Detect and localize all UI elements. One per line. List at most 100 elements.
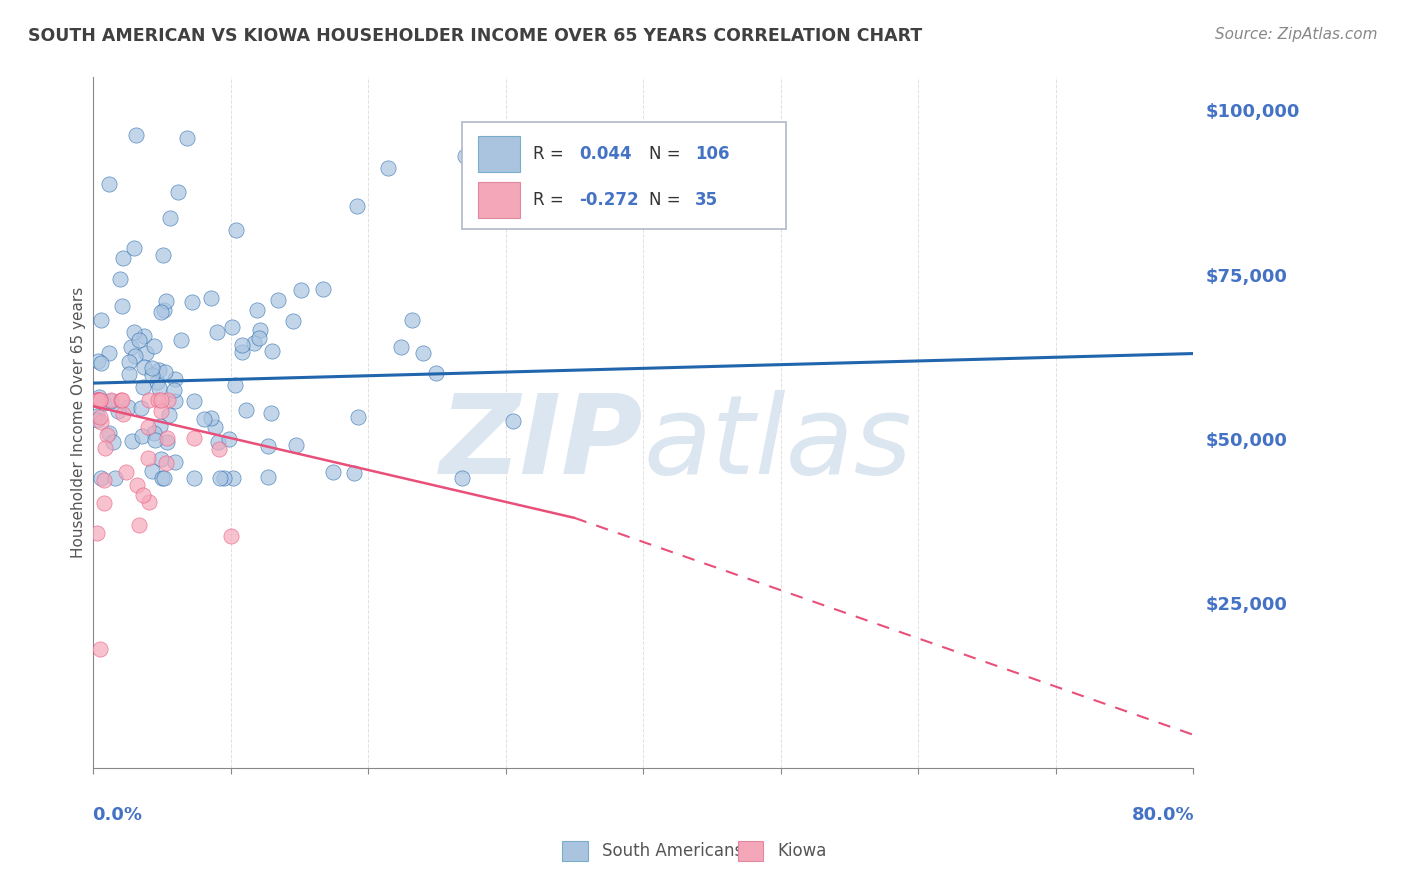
Point: [120, 340, 142, 354]
Point: [97, 177, 120, 191]
Point: [128, 517, 150, 532]
Point: [110, 392, 132, 407]
Point: [114, 465, 136, 479]
Text: Kiowa: Kiowa: [778, 842, 827, 860]
Point: [246, 302, 269, 317]
Point: [87, 392, 110, 407]
Point: [176, 131, 198, 145]
Point: [235, 403, 257, 417]
Point: [143, 338, 166, 352]
Point: [89, 392, 111, 407]
Point: [183, 431, 205, 445]
Point: [141, 360, 163, 375]
Point: [153, 365, 176, 379]
Point: [311, 282, 333, 296]
Point: [401, 312, 423, 326]
Point: [183, 471, 205, 485]
Point: [262, 344, 284, 359]
Bar: [461, 122, 786, 229]
Bar: [478, 136, 520, 172]
Point: [249, 323, 271, 337]
Point: [136, 419, 159, 434]
Point: [107, 403, 129, 417]
Point: [283, 314, 305, 328]
Point: [141, 368, 163, 383]
Y-axis label: Householder Income Over 65 years: Householder Income Over 65 years: [72, 287, 86, 558]
Point: [200, 410, 222, 425]
Point: [204, 419, 226, 434]
Point: [205, 325, 228, 339]
Point: [127, 477, 149, 491]
Text: 80.0%: 80.0%: [1132, 805, 1195, 823]
Point: [208, 442, 231, 456]
Point: [94, 442, 117, 456]
Point: [150, 471, 173, 485]
Text: atlas: atlas: [644, 390, 912, 497]
Point: [132, 359, 155, 374]
Point: [125, 128, 148, 143]
Point: [110, 392, 132, 407]
Point: [86, 392, 108, 407]
Point: [208, 471, 231, 485]
Point: [138, 392, 160, 407]
Point: [93, 473, 115, 487]
Point: [141, 465, 163, 479]
Text: R =: R =: [533, 145, 569, 163]
Point: [122, 325, 145, 339]
Point: [128, 333, 150, 347]
Point: [163, 372, 186, 386]
Point: [231, 345, 253, 359]
Point: [87, 354, 110, 368]
Point: [100, 392, 122, 407]
Point: [389, 340, 412, 354]
Point: [148, 363, 170, 377]
Point: [122, 240, 145, 254]
Point: [425, 366, 447, 380]
Point: [150, 392, 173, 407]
Point: [89, 392, 111, 407]
Point: [155, 456, 177, 470]
Point: [142, 425, 165, 440]
Point: [222, 471, 245, 485]
Point: [218, 432, 240, 446]
Point: [167, 185, 190, 199]
Text: R =: R =: [533, 191, 569, 210]
Point: [159, 211, 181, 225]
Point: [453, 149, 475, 163]
Point: [346, 199, 368, 213]
Point: [96, 428, 118, 442]
Point: [212, 471, 235, 485]
Point: [132, 380, 155, 394]
Point: [247, 331, 270, 345]
Point: [377, 161, 399, 175]
Point: [343, 466, 366, 480]
Point: [259, 406, 281, 420]
Point: [163, 394, 186, 409]
Point: [152, 303, 174, 318]
Text: SOUTH AMERICAN VS KIOWA HOUSEHOLDER INCOME OVER 65 YEARS CORRELATION CHART: SOUTH AMERICAN VS KIOWA HOUSEHOLDER INCO…: [28, 27, 922, 45]
Point: [90, 415, 112, 429]
Point: [143, 433, 166, 447]
Point: [451, 471, 474, 485]
Bar: [478, 182, 520, 219]
Point: [207, 435, 229, 450]
Point: [290, 283, 312, 297]
Point: [98, 425, 121, 440]
Point: [181, 294, 204, 309]
Text: 0.044: 0.044: [579, 145, 633, 163]
Point: [131, 429, 153, 443]
Point: [156, 432, 179, 446]
Point: [150, 404, 173, 418]
Point: [266, 293, 288, 307]
Point: [86, 525, 108, 540]
Point: [124, 349, 146, 363]
Point: [156, 435, 179, 450]
Point: [89, 642, 111, 657]
Point: [101, 434, 124, 449]
Point: [104, 471, 127, 485]
Text: South Americans: South Americans: [602, 842, 742, 860]
Point: [111, 299, 134, 313]
Text: N =: N =: [648, 145, 686, 163]
Point: [93, 496, 115, 510]
Text: 35: 35: [695, 191, 718, 210]
